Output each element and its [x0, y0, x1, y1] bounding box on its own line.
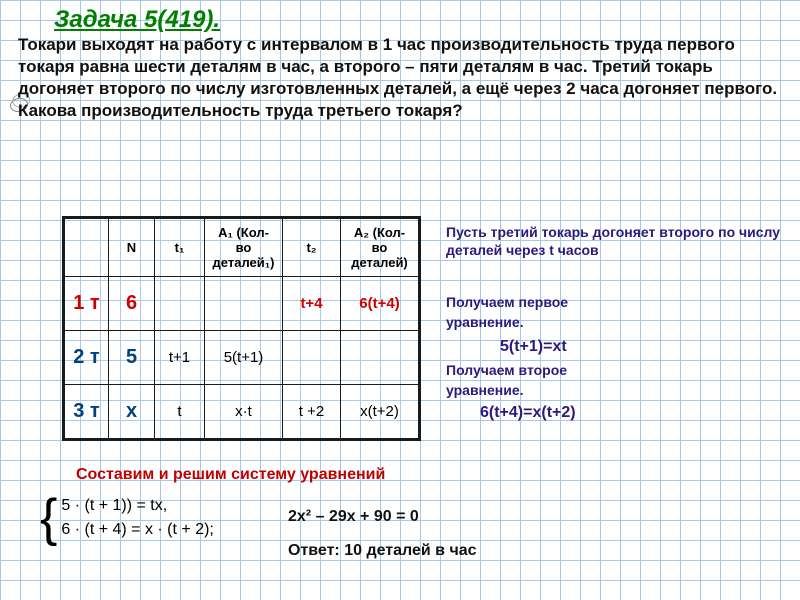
- row3-label: 3 т: [65, 385, 109, 439]
- equation-1: 5(t+1)=xt: [500, 338, 567, 356]
- compose-system-label: Составим и решим систему уравнений: [76, 466, 385, 484]
- hdr-t1: t₁: [155, 219, 205, 277]
- row1-n: 6: [109, 277, 155, 331]
- first-eqn-note-b: уравнение.: [446, 314, 792, 330]
- hdr-a2: A₂ (Кол-во деталей): [341, 219, 419, 277]
- task-title: Задача 5(419).: [54, 6, 220, 34]
- row2-n: 5: [109, 331, 155, 385]
- row1-t1: [155, 277, 205, 331]
- row3-a1: x·t: [205, 385, 283, 439]
- system-brace-icon: {: [40, 496, 57, 540]
- equation-2: 6(t+4)=x(t+2): [480, 404, 576, 422]
- row3-t1: t: [155, 385, 205, 439]
- final-answer: Ответ: 10 деталей в час: [288, 542, 477, 560]
- second-eqn-note-a: Получаем второе: [446, 362, 792, 378]
- system-line-1: 5 · (t + 1)) = tx,: [61, 494, 213, 518]
- first-eqn-note-a: Получаем первое: [446, 294, 792, 310]
- row1-label: 1 т: [65, 277, 109, 331]
- table-row: 2 т 5 t+1 5(t+1): [65, 331, 419, 385]
- row2-t1: t+1: [155, 331, 205, 385]
- table-header-row: N t₁ A₁ (Кол-во деталей₁) t₂ A₂ (Кол-во …: [65, 219, 419, 277]
- row1-a2: 6(t+4): [341, 277, 419, 331]
- row2-a1: 5(t+1): [205, 331, 283, 385]
- row3-n: x: [109, 385, 155, 439]
- hdr-blank: [65, 219, 109, 277]
- hdr-n: N: [109, 219, 155, 277]
- quadratic-equation: 2x² – 29x + 90 = 0: [288, 508, 419, 526]
- equation-system: { 5 · (t + 1)) = tx, 6 · (t + 4) = x · (…: [40, 494, 214, 542]
- problem-statement: Токари выходят на работу с интервалом в …: [18, 34, 788, 122]
- row1-t2: t+4: [283, 277, 341, 331]
- assumption-note: Пусть третий токарь догоняет второго по …: [446, 224, 792, 259]
- row3-a2: x(t+2): [341, 385, 419, 439]
- row2-t2: [283, 331, 341, 385]
- problem-body: Токари выходят на работу с интервалом в …: [18, 35, 777, 120]
- hdr-t2: t₂: [283, 219, 341, 277]
- table-row: 3 т x t x·t t +2 x(t+2): [65, 385, 419, 439]
- row2-label: 2 т: [65, 331, 109, 385]
- data-table: N t₁ A₁ (Кол-во деталей₁) t₂ A₂ (Кол-во …: [62, 216, 421, 441]
- row2-a2: [341, 331, 419, 385]
- hdr-a1: A₁ (Кол-во деталей₁): [205, 219, 283, 277]
- system-line-2: 6 · (t + 4) = x · (t + 2);: [61, 518, 213, 542]
- row3-t2: t +2: [283, 385, 341, 439]
- row1-a1: [205, 277, 283, 331]
- table-row: 1 т 6 t+4 6(t+4): [65, 277, 419, 331]
- second-eqn-note-b: уравнение.: [446, 382, 792, 398]
